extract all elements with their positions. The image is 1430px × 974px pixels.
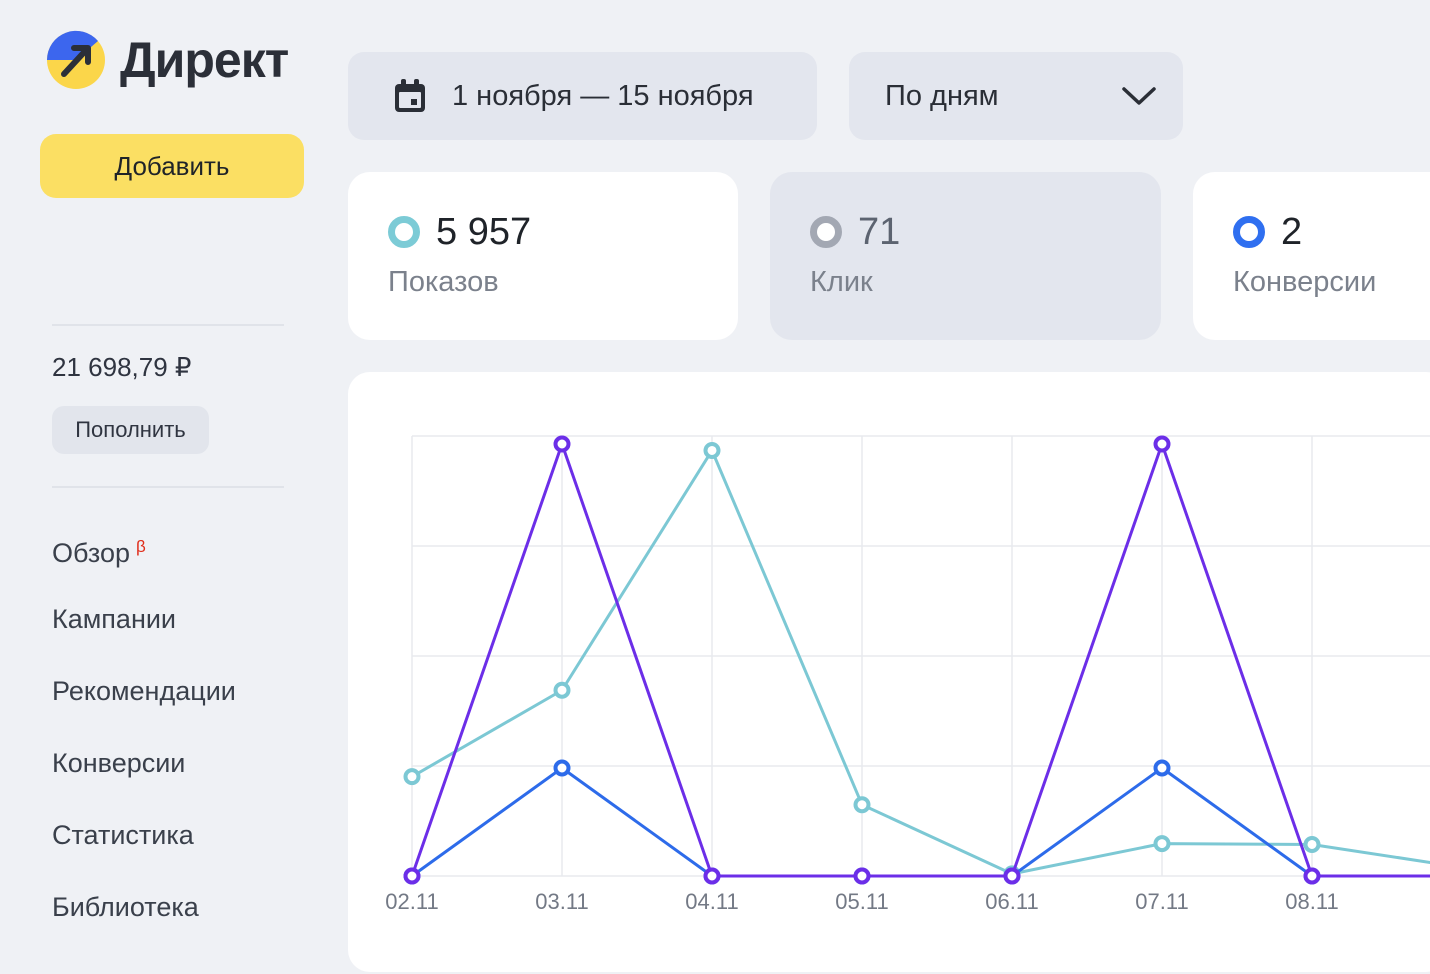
data-point	[1153, 835, 1171, 853]
sidebar-item-label: Обзор	[52, 538, 130, 568]
series-toggle-icon	[388, 216, 420, 248]
grouping-select[interactable]: По дням	[849, 52, 1183, 140]
brand-name: Директ	[120, 32, 289, 88]
data-point	[1153, 759, 1171, 777]
sidebar-item-label: Библиотека	[52, 892, 199, 922]
sidebar-divider	[52, 486, 284, 488]
x-tick-label: 06.11	[985, 889, 1038, 914]
series-line	[410, 442, 1430, 878]
metric-value: 2	[1281, 211, 1303, 253]
data-point	[553, 435, 571, 453]
metric-card-conversions[interactable]: 2 Конверсии	[1193, 172, 1430, 340]
date-range-picker[interactable]: 1 ноября — 15 ноября	[348, 52, 817, 140]
chevron-down-icon	[1122, 87, 1156, 105]
data-point	[1303, 867, 1321, 885]
series-line	[411, 448, 1430, 876]
x-tick-label: 02.11	[385, 889, 438, 914]
x-tick-label: 04.11	[685, 889, 738, 914]
x-tick-label: 05.11	[835, 889, 888, 914]
x-tick-label: 08.11	[1285, 889, 1338, 914]
data-point	[703, 441, 721, 459]
yandex-direct-logo-icon	[46, 30, 105, 89]
data-point	[553, 759, 571, 777]
metric-label: Конверсии	[1233, 266, 1377, 298]
series-toggle-icon	[1233, 216, 1265, 248]
sidebar-item-recommendations[interactable]: Рекомендации	[52, 671, 236, 743]
brand-logo[interactable]: Директ	[46, 30, 289, 90]
data-point	[703, 867, 721, 885]
series-toggle-icon	[810, 216, 842, 248]
topup-button[interactable]: Пополнить	[52, 406, 209, 454]
sidebar-item-label: Рекомендации	[52, 676, 236, 706]
grouping-value: По дням	[885, 79, 999, 112]
metric-card-clicks[interactable]: 71 Клик	[770, 172, 1161, 340]
metric-label: Показов	[388, 266, 499, 298]
date-range-value: 1 ноября — 15 ноября	[452, 79, 754, 112]
data-point	[403, 867, 421, 885]
sidebar-item-overview[interactable]: Обзор β	[52, 527, 236, 599]
data-point	[553, 681, 571, 699]
metric-value: 71	[858, 211, 901, 253]
data-point	[853, 867, 871, 885]
metric-value: 5 957	[436, 211, 532, 253]
data-point	[1303, 835, 1321, 853]
metric-label: Клик	[810, 266, 873, 298]
metric-card-impressions[interactable]: 5 957 Показов	[348, 172, 738, 340]
account-balance: 21 698,79 ₽	[52, 352, 192, 382]
sidebar-item-conversions[interactable]: Конверсии	[52, 743, 236, 815]
calendar-icon	[395, 79, 425, 112]
sidebar-item-library[interactable]: Библиотека	[52, 887, 236, 959]
add-button[interactable]: Добавить	[40, 134, 304, 198]
x-tick-label: 07.11	[1135, 889, 1188, 914]
sidebar-item-statistics[interactable]: Статистика	[52, 815, 236, 887]
data-point	[1003, 867, 1021, 885]
series-line	[411, 766, 1430, 878]
sidebar-item-label: Конверсии	[52, 748, 186, 778]
sidebar-item-label: Кампании	[52, 604, 177, 634]
sidebar-item-campaigns[interactable]: Кампании	[52, 599, 236, 671]
data-point	[403, 768, 421, 786]
data-point	[853, 796, 871, 814]
x-tick-label: 03.11	[535, 889, 588, 914]
data-point	[1153, 435, 1171, 453]
sidebar-item-label: Статистика	[52, 820, 194, 850]
sidebar-nav: Обзор β Кампании Рекомендации Конверсии С…	[52, 527, 236, 959]
sidebar-divider	[52, 324, 284, 326]
beta-badge: β	[135, 537, 146, 556]
